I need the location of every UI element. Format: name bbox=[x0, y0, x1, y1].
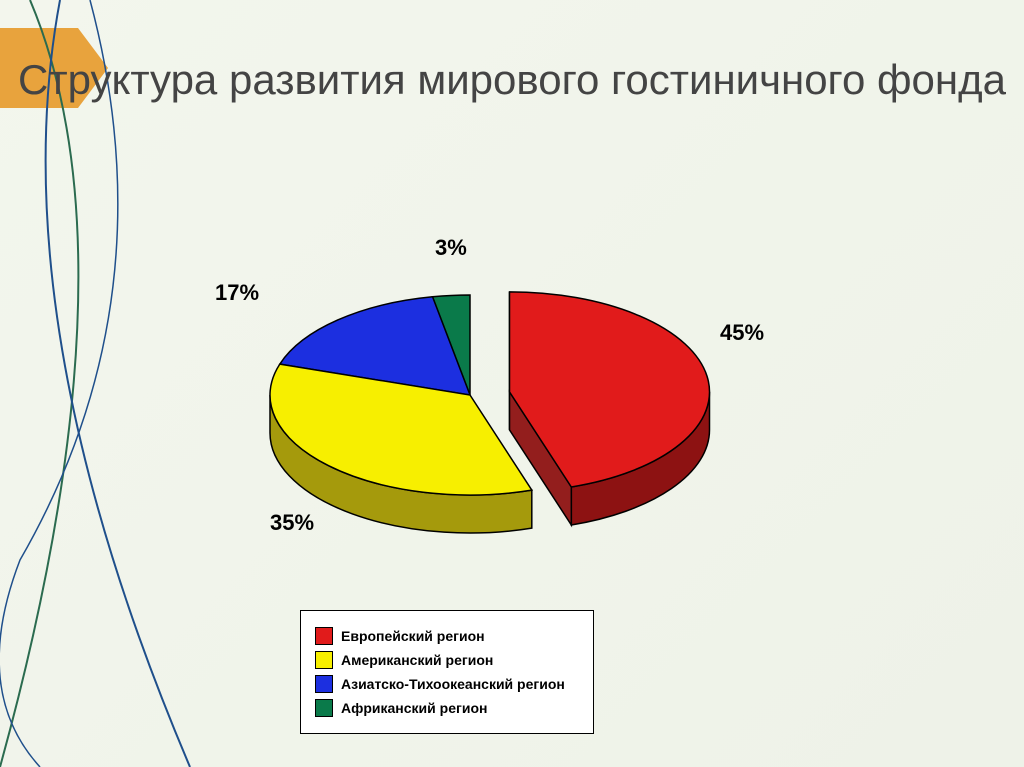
legend-label: Африканский регион bbox=[341, 700, 487, 716]
legend-swatch bbox=[315, 675, 333, 693]
legend-swatch bbox=[315, 627, 333, 645]
legend-item: Азиатско-Тихоокеанский регион bbox=[315, 675, 565, 693]
pie-chart: 45% 35% 17% 3% bbox=[160, 225, 880, 565]
legend-item: Американский регион bbox=[315, 651, 565, 669]
legend-label: Американский регион bbox=[341, 652, 493, 668]
legend-label: Европейский регион bbox=[341, 628, 485, 644]
slice-label-17: 17% bbox=[215, 280, 259, 306]
legend-item: Африканский регион bbox=[315, 699, 565, 717]
legend-swatch bbox=[315, 651, 333, 669]
legend-swatch bbox=[315, 699, 333, 717]
slice-label-45: 45% bbox=[720, 320, 764, 346]
slide-title: Структура развития мирового гостиничного… bbox=[0, 56, 1024, 104]
slice-label-3: 3% bbox=[435, 235, 467, 261]
slice-label-35: 35% bbox=[270, 510, 314, 536]
legend-label: Азиатско-Тихоокеанский регион bbox=[341, 676, 565, 692]
slide-container: Структура развития мирового гостиничного… bbox=[0, 0, 1024, 767]
legend-item: Европейский регион bbox=[315, 627, 565, 645]
chart-legend: Европейский регион Американский регион А… bbox=[300, 610, 594, 734]
